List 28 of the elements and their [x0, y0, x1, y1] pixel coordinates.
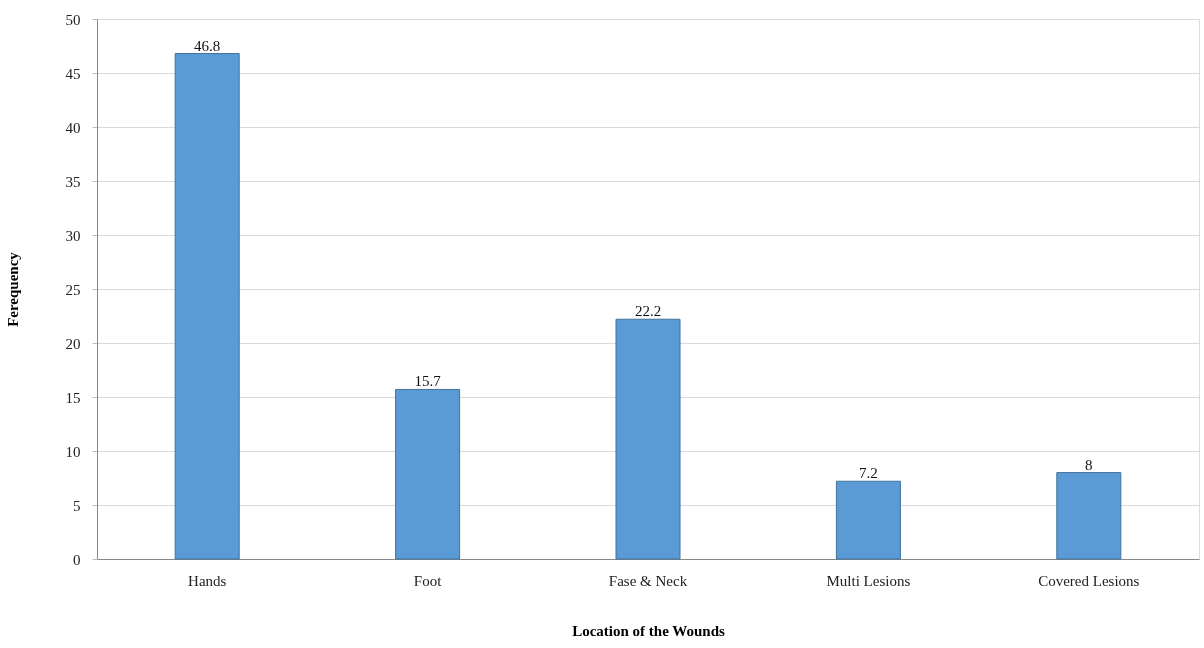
y-tick-label: 35: [65, 173, 81, 190]
data-label: 15.7: [414, 373, 442, 390]
bar: [1056, 472, 1122, 560]
data-label: 46.8: [194, 37, 221, 54]
y-tick-label: 5: [73, 497, 81, 514]
x-tick-label: Hands: [188, 572, 227, 589]
data-label: 22.2: [634, 303, 662, 320]
y-tick-label: 50: [65, 11, 81, 28]
data-label: 7.2: [859, 465, 878, 482]
y-tick-label: 0: [73, 551, 81, 568]
y-axis-title: Ferequency: [4, 251, 21, 327]
x-tick-label: Foot: [413, 572, 443, 589]
y-tick-label: 15: [65, 389, 81, 406]
bar: [615, 318, 681, 560]
x-tick-label: Multi Lesions: [826, 572, 911, 589]
y-tick-label: 25: [65, 281, 81, 298]
data-label: 8: [1085, 456, 1093, 473]
y-tick-label: 20: [65, 335, 81, 352]
bar: [174, 53, 240, 560]
y-tick-label: 30: [65, 227, 81, 244]
y-tick-label: 40: [65, 119, 81, 136]
x-tick-label: Fase & Neck: [608, 572, 688, 589]
x-axis-title: Location of the Wounds: [572, 622, 725, 639]
y-tick-label: 10: [65, 443, 81, 460]
bar: [835, 480, 901, 560]
bar: [395, 388, 461, 560]
x-tick-label: Covered Lesions: [1038, 572, 1140, 589]
y-tick-label: 45: [65, 65, 81, 82]
